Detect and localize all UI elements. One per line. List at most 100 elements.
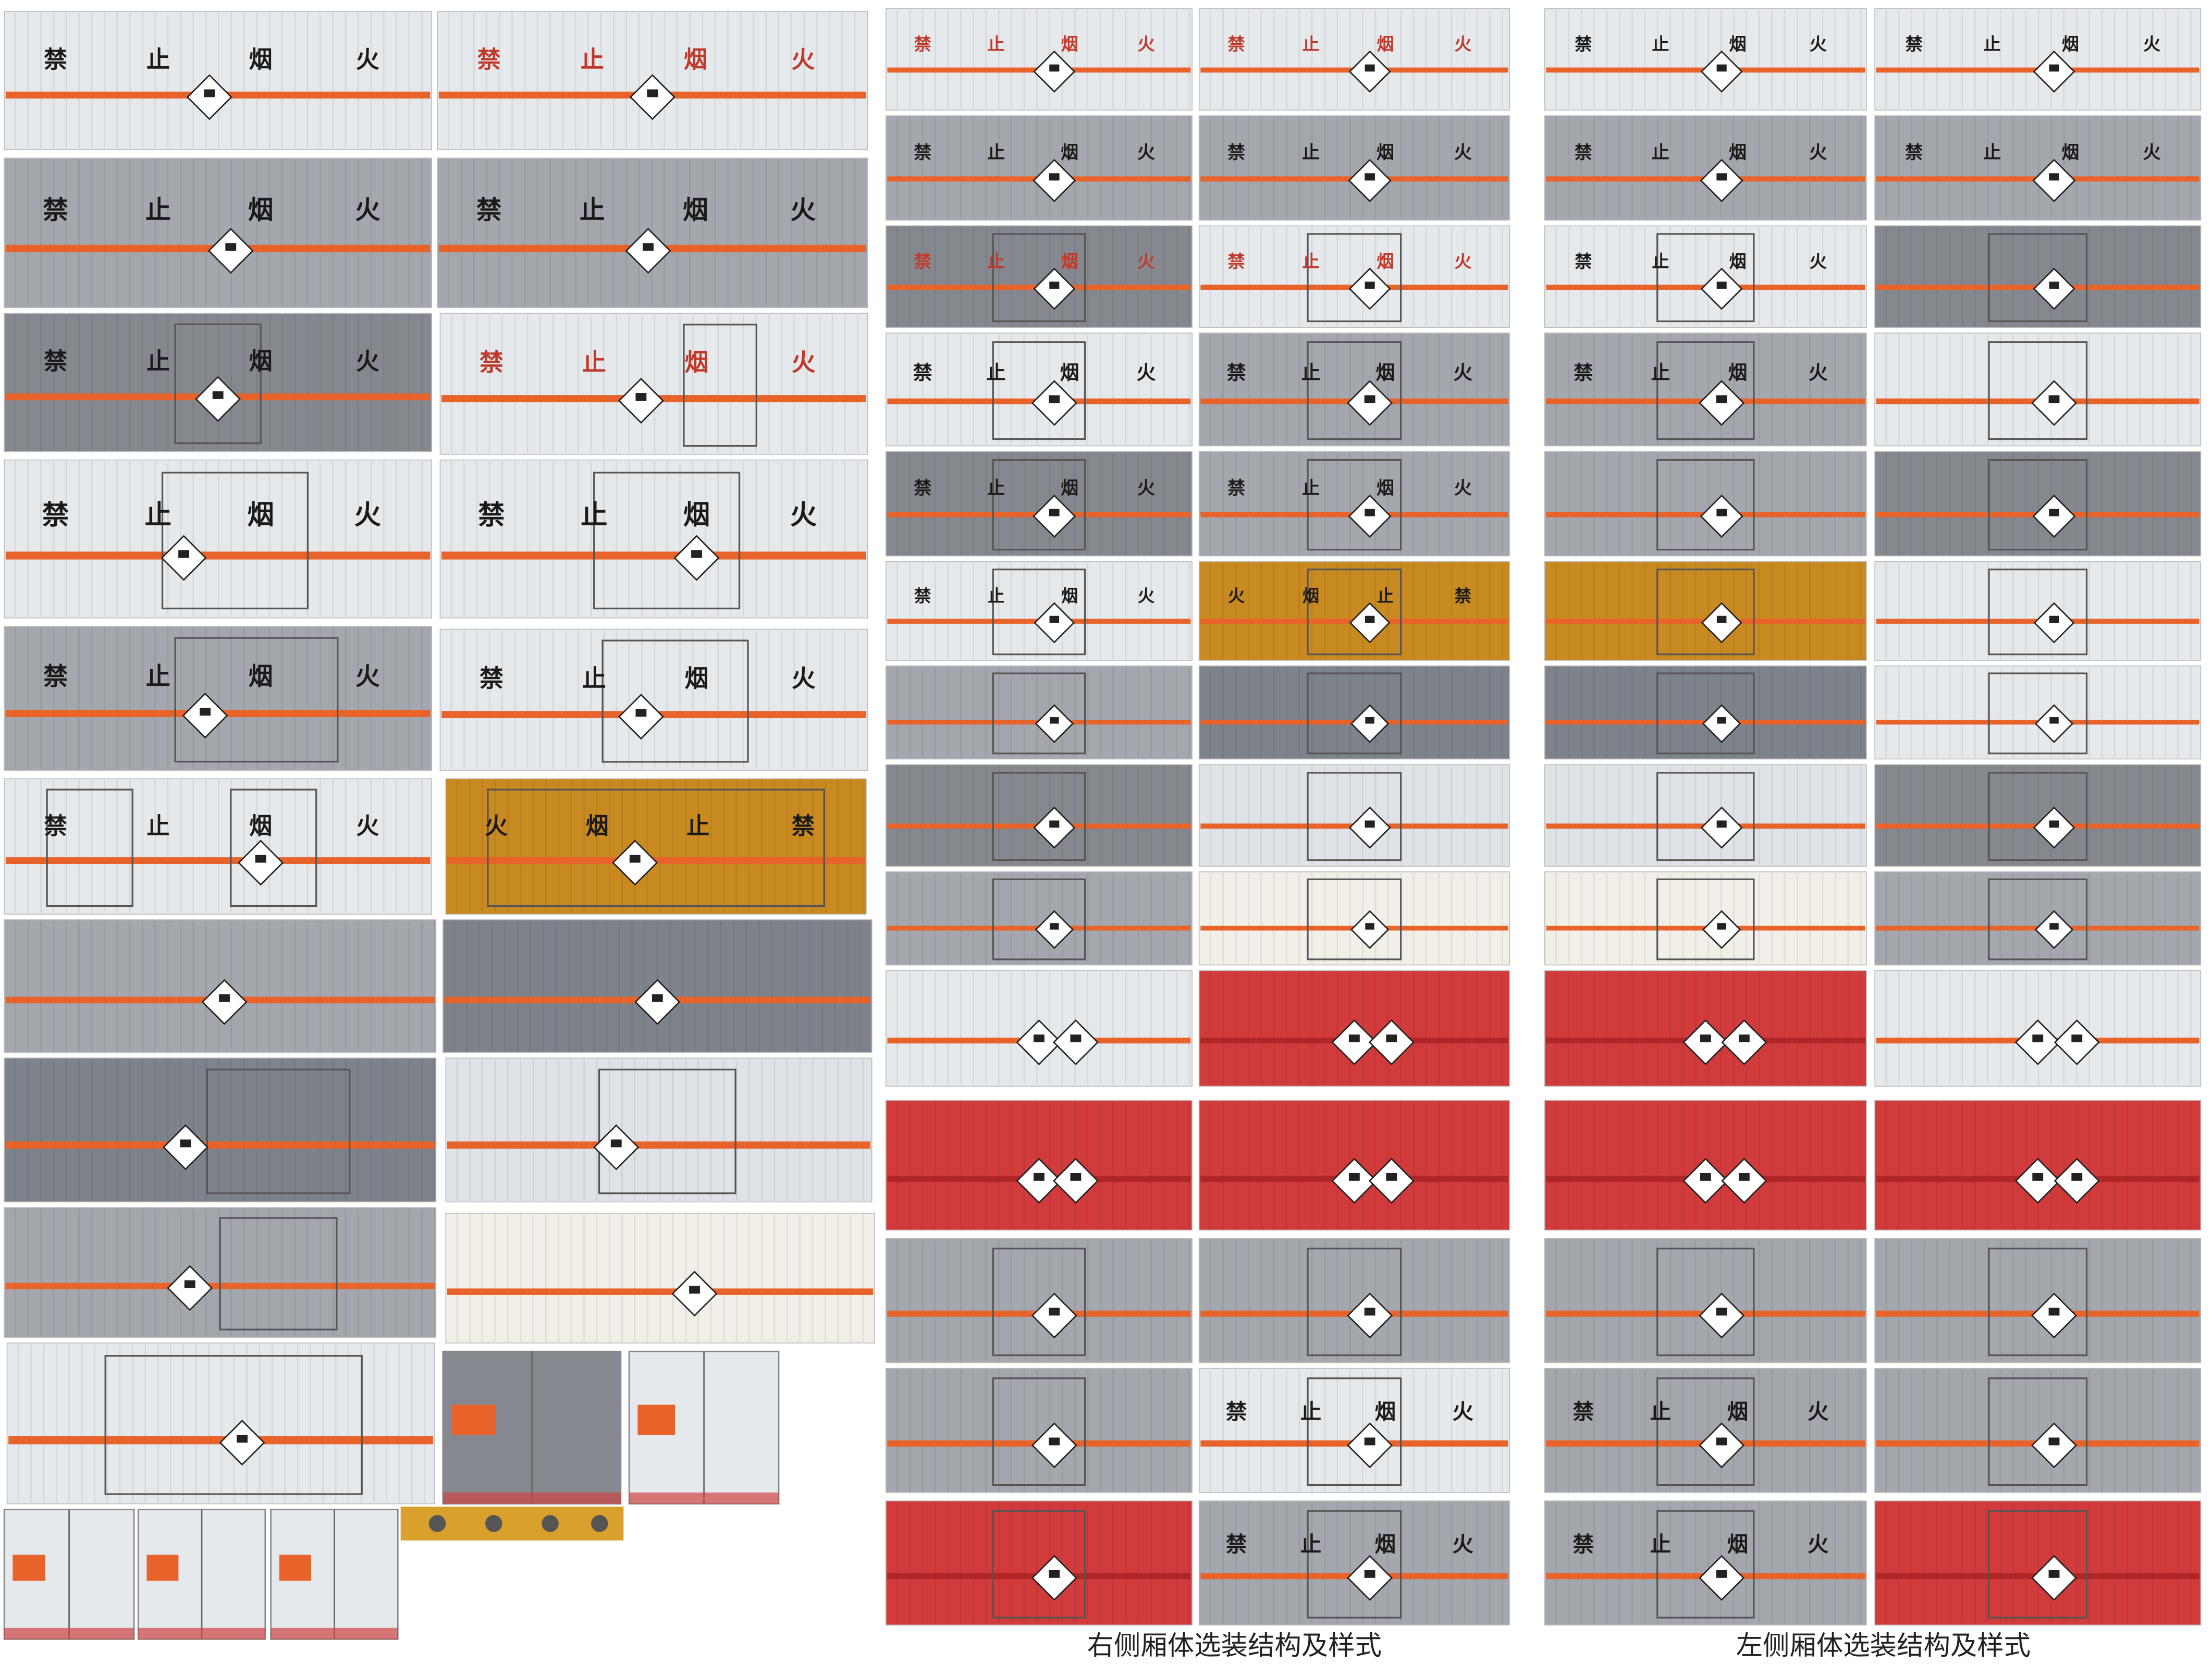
cargo-panel: 禁止烟火: [1198, 332, 1510, 447]
panel-body: [1198, 115, 1510, 221]
sign-char: 禁: [1227, 361, 1246, 384]
cargo-panel: 禁止烟火: [437, 11, 868, 150]
door: [487, 788, 825, 907]
sign-char: 烟: [1377, 34, 1394, 54]
door: [1988, 772, 2088, 861]
door: [992, 1248, 1086, 1357]
sign-char: 火: [790, 500, 817, 531]
cargo-panel: 禁止烟火: [437, 157, 868, 309]
sign-char: 止: [582, 348, 606, 376]
hazard-mark: [1050, 923, 1059, 930]
cargo-panel: [885, 764, 1193, 867]
door: [174, 637, 339, 763]
hazard-mark: [1049, 1437, 1060, 1446]
sign-char: 止: [1651, 361, 1670, 384]
hazard-mark: [2049, 64, 2059, 72]
rear-view: [270, 1509, 399, 1640]
panel-body: [1198, 451, 1510, 557]
rear-view: [137, 1509, 266, 1640]
cargo-panel: [1874, 764, 2202, 867]
sign-char: 烟: [1302, 586, 1319, 606]
sign-char: 禁: [1575, 34, 1592, 54]
hazard-mark: [2049, 923, 2059, 930]
stripe: [8, 1436, 433, 1445]
sign-char: 火: [355, 195, 380, 225]
panel-body: [885, 225, 1193, 328]
sign-char: 止: [988, 34, 1005, 54]
sign-char: 止: [145, 195, 171, 225]
orange-plate: [13, 1555, 45, 1581]
bar-lamp: [485, 1515, 502, 1532]
sign-char: 火: [1137, 142, 1155, 163]
cargo-panel: [1874, 332, 2202, 447]
sign-char: 禁: [1226, 1399, 1247, 1424]
cargo-panel: 禁止烟火: [439, 628, 868, 771]
cargo-panel: 禁止烟火: [4, 778, 433, 915]
hazard-mark: [1364, 395, 1375, 403]
hazard-mark: [200, 708, 211, 716]
sign-char: 止: [1652, 34, 1669, 54]
cargo-panel: 禁止烟火: [1198, 1367, 1510, 1493]
sign-char: 火: [1137, 478, 1155, 499]
hazard-mark: [1365, 509, 1375, 516]
door: [206, 1068, 351, 1194]
cargo-panel: 禁止烟火: [1198, 451, 1510, 557]
sign-char: 禁: [1227, 478, 1245, 499]
cargo-panel: [1198, 871, 1510, 966]
hazard-mark: [1365, 173, 1375, 181]
sign-char: 禁: [914, 142, 931, 163]
sign-char: 禁: [1575, 251, 1592, 272]
door: [1656, 772, 1755, 861]
door: [992, 569, 1086, 656]
cargo-panel: 禁止烟火: [1198, 1500, 1510, 1626]
cargo-panel: [885, 1238, 1193, 1363]
hazard-diamond: [1034, 602, 1075, 644]
sign-char: 止: [1301, 361, 1321, 384]
door: [1988, 1377, 2088, 1486]
panel-body: [1874, 1500, 2202, 1626]
sign-char: 止: [1983, 142, 2001, 163]
hazard-mark: [1365, 923, 1374, 930]
sign-char: 火: [791, 45, 815, 73]
cargo-panel: 禁止烟火: [1198, 225, 1510, 328]
door: [683, 324, 757, 447]
panel-body: [4, 459, 433, 619]
sign-char: 禁: [914, 34, 931, 54]
stripe: [447, 857, 865, 865]
sign-char: 烟: [683, 500, 710, 531]
sign-char: 火: [1453, 1399, 1474, 1424]
hazard-diamond: [186, 74, 232, 120]
door: [1988, 569, 2088, 656]
hazard-mark: [2048, 395, 2060, 403]
panel-body: [1198, 225, 1510, 328]
hazard-mark: [2048, 1570, 2060, 1578]
door: [1988, 1510, 2088, 1619]
panel-body: [885, 764, 1193, 867]
panel-body: [1198, 665, 1510, 760]
cargo-panel: 禁止烟火: [439, 313, 868, 455]
sign-char: 禁: [1573, 1399, 1594, 1424]
cargo-panel: [1544, 871, 1867, 966]
sign-char: 止: [1302, 478, 1320, 499]
door: [601, 639, 749, 763]
panel-body: [1544, 1238, 1867, 1363]
cargo-panel: [1874, 970, 2202, 1087]
sign-char: 烟: [683, 195, 708, 225]
door: [992, 459, 1086, 551]
panel-body: [1874, 115, 2202, 221]
sign-char: 止: [1302, 142, 1320, 163]
hazard-mark: [1070, 1173, 1082, 1181]
hazard-mark: [212, 391, 224, 399]
hazard-mark: [1034, 1034, 1044, 1043]
door: [1307, 878, 1402, 960]
hazard-mark: [1049, 64, 1060, 72]
hazard-mark: [1364, 1570, 1375, 1578]
cargo-panel: [4, 1207, 437, 1338]
hazard-mark: [1386, 1034, 1397, 1043]
panel-body: [885, 8, 1193, 111]
cargo-panel: 禁止烟火: [4, 11, 433, 150]
door: [1656, 878, 1755, 960]
cargo-panel: 禁止烟火: [885, 332, 1193, 447]
cargo-panel: 禁止烟火: [4, 157, 433, 309]
cargo-panel: [885, 1100, 1193, 1231]
